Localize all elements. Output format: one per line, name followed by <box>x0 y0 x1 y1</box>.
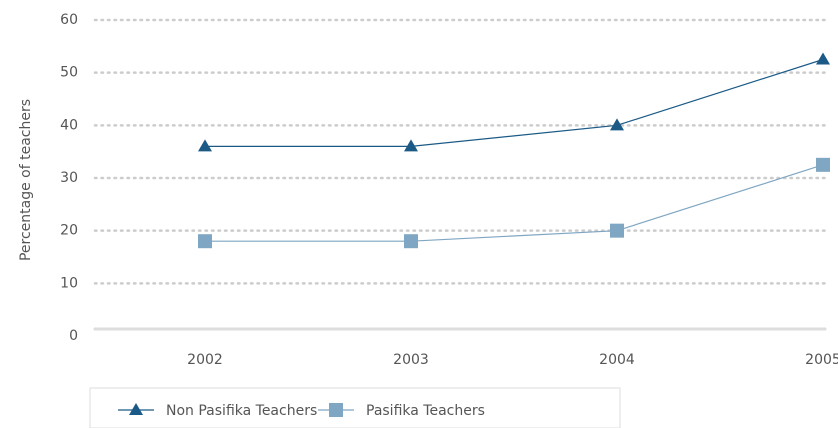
y-tick-label: 20 <box>60 223 78 239</box>
data-point <box>404 234 418 249</box>
legend-marker <box>129 403 143 415</box>
series-line <box>205 58 824 147</box>
x-tick-label: 2002 <box>187 352 223 368</box>
y-axis-label: Percentage of teachers <box>18 99 34 261</box>
series-line <box>205 164 824 242</box>
legend-label: Non Pasifika Teachers <box>166 403 317 419</box>
y-tick-label: 50 <box>60 65 78 81</box>
legend-label: Pasifika Teachers <box>366 403 485 419</box>
data-point <box>610 223 624 238</box>
data-point <box>610 118 624 131</box>
y-tick-label: 10 <box>60 275 78 291</box>
y-tick-label: 40 <box>60 117 78 133</box>
x-tick-label: 2005 <box>805 352 838 368</box>
data-point <box>816 157 830 172</box>
data-point <box>404 139 418 152</box>
y-tick-label: 0 <box>69 328 78 344</box>
y-tick-label: 30 <box>60 170 78 186</box>
data-point <box>816 52 830 65</box>
x-tick-label: 2004 <box>599 352 635 368</box>
y-tick-label: 60 <box>60 12 78 28</box>
legend-marker <box>329 403 343 417</box>
data-point <box>198 139 212 152</box>
data-point <box>198 234 212 249</box>
x-tick-label: 2003 <box>393 352 429 368</box>
legend-box <box>89 387 621 428</box>
